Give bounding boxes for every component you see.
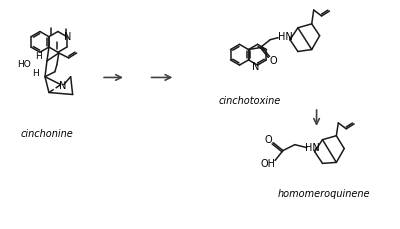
Text: O: O [269, 56, 277, 66]
Text: N: N [59, 80, 66, 90]
Text: cinchonine: cinchonine [20, 128, 73, 138]
Text: H: H [35, 52, 42, 61]
Text: homomeroquinene: homomeroquinene [277, 188, 370, 198]
Text: O: O [264, 134, 272, 144]
Text: OH: OH [261, 159, 276, 169]
Text: HN: HN [278, 32, 292, 41]
Text: H: H [32, 69, 38, 78]
Text: HO: HO [18, 60, 31, 69]
Text: N: N [252, 62, 259, 72]
Text: HN: HN [305, 142, 320, 152]
Text: cinchotoxine: cinchotoxine [218, 96, 280, 106]
Text: N: N [64, 32, 72, 41]
